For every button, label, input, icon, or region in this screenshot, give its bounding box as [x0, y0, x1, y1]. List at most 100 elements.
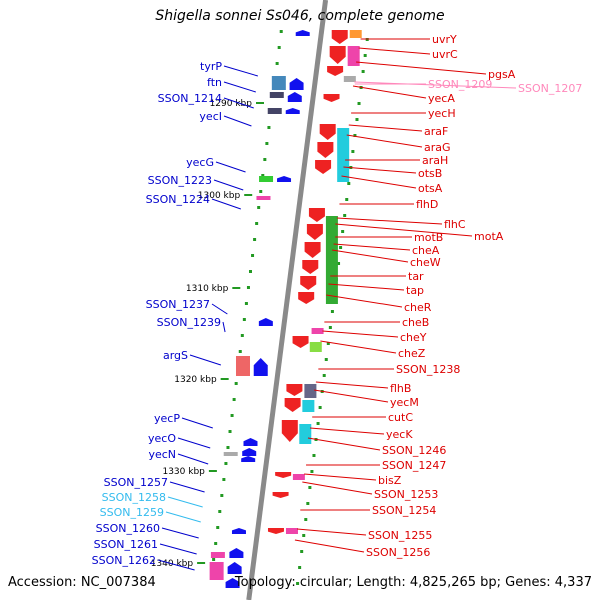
- feature-arrow-plus[interactable]: [295, 30, 310, 36]
- gene-label-sson-1254[interactable]: SSON_1254: [372, 504, 436, 517]
- gene-label-sson-1246[interactable]: SSON_1246: [382, 444, 446, 457]
- feature-arrow-minus[interactable]: [298, 292, 315, 304]
- gene-label-mota[interactable]: motA: [474, 230, 504, 243]
- gene-label-cheb[interactable]: cheB: [402, 316, 429, 329]
- feature-arrow-minus[interactable]: [275, 472, 292, 478]
- gene-label-chez[interactable]: cheZ: [398, 347, 426, 360]
- gene-label-chea[interactable]: cheA: [412, 244, 440, 257]
- gene-label-sson-1247[interactable]: SSON_1247: [382, 459, 446, 472]
- gene-label-flhd[interactable]: flhD: [416, 198, 438, 211]
- feature-arrow-plus[interactable]: [289, 78, 304, 90]
- feature-arrow-minus[interactable]: [331, 30, 348, 44]
- feature-box-right[interactable]: [302, 400, 315, 412]
- feature-box-left[interactable]: [259, 176, 274, 182]
- feature-arrow-plus[interactable]: [277, 176, 292, 182]
- feature-arrow-minus[interactable]: [304, 242, 321, 258]
- gene-label-sson-1238[interactable]: SSON_1238: [396, 363, 460, 376]
- feature-arrow-minus[interactable]: [323, 94, 340, 102]
- feature-arrow-minus[interactable]: [286, 384, 303, 396]
- gene-label-tyrp[interactable]: tyrP: [200, 60, 222, 73]
- gene-label-uvry[interactable]: uvrY: [432, 33, 457, 46]
- gene-label-sson-1214[interactable]: SSON_1214: [158, 92, 222, 105]
- feature-arrow-minus[interactable]: [327, 66, 344, 76]
- gene-label-sson-1258[interactable]: SSON_1258: [102, 491, 166, 504]
- gene-label-yecm[interactable]: yecM: [390, 396, 419, 409]
- feature-arrow-minus[interactable]: [272, 492, 289, 498]
- feature-arrow-plus[interactable]: [253, 358, 268, 376]
- gene-label-sson-1262[interactable]: SSON_1262: [92, 554, 156, 567]
- gene-label-sson-1256[interactable]: SSON_1256: [366, 546, 430, 559]
- feature-box-left[interactable]: [267, 108, 282, 114]
- feature-box-left[interactable]: [269, 92, 284, 98]
- gene-label-cutc[interactable]: cutC: [388, 411, 413, 424]
- gene-label-otsb[interactable]: otsB: [418, 167, 442, 180]
- gene-label-otsa[interactable]: otsA: [418, 182, 443, 195]
- feature-arrow-plus[interactable]: [287, 92, 302, 102]
- feature-arrow-minus[interactable]: [308, 208, 325, 222]
- gene-label-arah[interactable]: araH: [422, 154, 448, 167]
- feature-box-right[interactable]: [349, 30, 362, 38]
- gene-label-sson-1261[interactable]: SSON_1261: [94, 538, 158, 551]
- feature-box-left[interactable]: [209, 562, 224, 580]
- gene-label-yech[interactable]: yecH: [428, 107, 456, 120]
- feature-arrow-plus[interactable]: [229, 548, 244, 558]
- feature-arrow-minus[interactable]: [267, 528, 284, 534]
- gene-label-sson-1224[interactable]: SSON_1224: [146, 193, 210, 206]
- gene-label-yeci[interactable]: yecI: [199, 110, 222, 123]
- gene-label-sson-1237[interactable]: SSON_1237: [146, 298, 210, 311]
- feature-box-left[interactable]: [223, 452, 238, 456]
- gene-label-yecn[interactable]: yecN: [148, 448, 176, 461]
- feature-arrow-minus[interactable]: [300, 276, 317, 290]
- gene-label-arag[interactable]: araG: [424, 141, 451, 154]
- feature-arrow-plus[interactable]: [258, 318, 273, 326]
- gene-label-flhb[interactable]: flhB: [390, 382, 411, 395]
- feature-arrow-plus[interactable]: [285, 108, 300, 114]
- feature-arrow-plus[interactable]: [227, 562, 242, 574]
- feature-box-right[interactable]: [285, 528, 298, 534]
- feature-arrow-minus[interactable]: [317, 142, 334, 158]
- feature-arrow-minus[interactable]: [292, 336, 309, 348]
- gene-label-args[interactable]: argS: [163, 349, 188, 362]
- gene-label-chew[interactable]: cheW: [410, 256, 441, 269]
- gene-label-sson-1259[interactable]: SSON_1259: [100, 506, 164, 519]
- feature-arrow-minus[interactable]: [284, 398, 301, 412]
- gene-label-sson-1223[interactable]: SSON_1223: [148, 174, 212, 187]
- feature-box-left[interactable]: [210, 552, 225, 558]
- gene-label-sson-1209[interactable]: SSON_1209: [428, 78, 492, 91]
- gene-label-ftn[interactable]: ftn: [207, 76, 222, 89]
- gene-label-sson-1253[interactable]: SSON_1253: [374, 488, 438, 501]
- gene-label-yeco[interactable]: yecO: [148, 432, 176, 445]
- feature-box-left[interactable]: [271, 76, 286, 90]
- gene-label-tap[interactable]: tap: [406, 284, 424, 297]
- gene-label-motb[interactable]: motB: [414, 231, 443, 244]
- feature-arrow-plus[interactable]: [243, 438, 258, 446]
- feature-box-left[interactable]: [235, 356, 250, 376]
- gene-label-tar[interactable]: tar: [408, 270, 424, 283]
- feature-arrow-minus[interactable]: [306, 224, 323, 240]
- gene-label-yeck[interactable]: yecK: [386, 428, 413, 441]
- feature-arrow-minus[interactable]: [329, 46, 346, 64]
- gene-label-araf[interactable]: araF: [424, 125, 448, 138]
- feature-box-left[interactable]: [256, 196, 271, 200]
- gene-label-yecp[interactable]: yecP: [154, 412, 180, 425]
- gene-label-chey[interactable]: cheY: [400, 331, 427, 344]
- feature-box-right[interactable]: [309, 342, 322, 352]
- feature-box-right[interactable]: [337, 128, 350, 182]
- feature-box-right[interactable]: [325, 216, 338, 304]
- feature-arrow-plus[interactable]: [225, 578, 240, 588]
- gene-label-sson-1257[interactable]: SSON_1257: [104, 476, 168, 489]
- gene-label-sson-1239[interactable]: SSON_1239: [157, 316, 221, 329]
- feature-box-right[interactable]: [304, 384, 317, 398]
- gene-label-sson-1255[interactable]: SSON_1255: [368, 529, 432, 542]
- gene-label-flhc[interactable]: flhC: [444, 218, 466, 231]
- gene-label-bisz[interactable]: bisZ: [378, 474, 402, 487]
- feature-box-right[interactable]: [343, 76, 356, 82]
- feature-arrow-minus[interactable]: [302, 260, 319, 274]
- feature-box-right[interactable]: [311, 328, 324, 334]
- gene-label-uvrc[interactable]: uvrC: [432, 48, 458, 61]
- feature-arrow-plus[interactable]: [231, 528, 246, 534]
- gene-label-sson-1260[interactable]: SSON_1260: [96, 522, 160, 535]
- feature-arrow-plus[interactable]: [242, 448, 257, 456]
- feature-arrow-minus[interactable]: [319, 124, 336, 140]
